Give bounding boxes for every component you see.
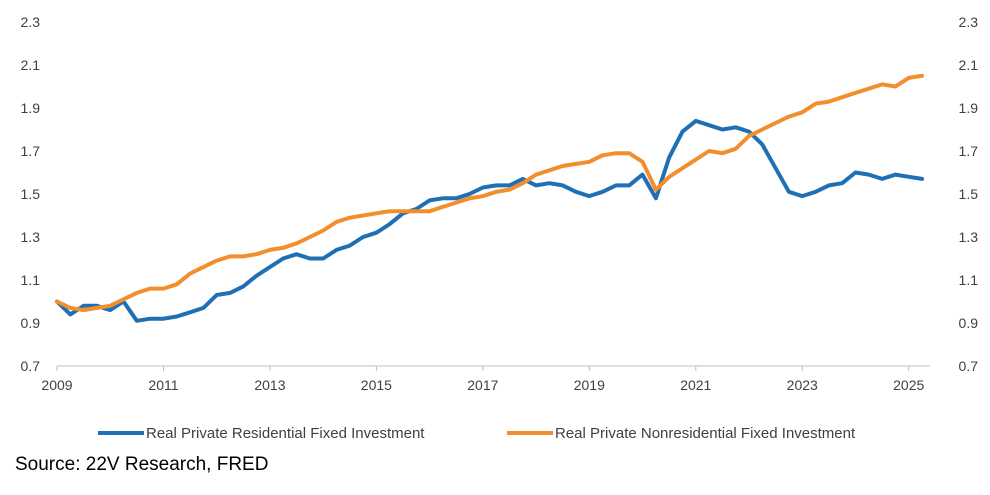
- x-tick-label: 2021: [680, 377, 711, 393]
- y-tick-label-right: 1.3: [959, 229, 979, 245]
- x-tick-label: 2011: [148, 377, 178, 393]
- x-tick-label: 2025: [893, 377, 924, 393]
- x-tick-label: 2009: [41, 377, 72, 393]
- y-tick-label-right: 0.7: [959, 358, 979, 374]
- y-tick-label-left: 1.5: [21, 186, 41, 202]
- y-tick-label-right: 2.1: [959, 57, 979, 73]
- source-note: Source: 22V Research, FRED: [15, 454, 269, 475]
- y-tick-label-right: 1.5: [959, 186, 979, 202]
- y-tick-label-right: 1.7: [959, 143, 979, 159]
- line-chart: 0.7 0.9 1.1 1.3 1.5 1.7 1.9 2.1 2.3 0.7 0.9 1.1 1.3…: [21, 14, 979, 442]
- y-tick-label-right: 2.3: [959, 14, 979, 30]
- x-axis: 2009 2011 2013 2015 2017 2019 2021 2023 2025: [41, 366, 924, 393]
- series-line-residential: [55, 118, 924, 323]
- x-tick-label: 2015: [361, 377, 392, 393]
- x-tick-label: 2013: [254, 377, 285, 393]
- y-tick-label-left: 1.9: [21, 100, 41, 116]
- y-tick-label-left: 1.1: [21, 272, 41, 288]
- x-tick-label: 2023: [787, 377, 818, 393]
- legend-label-nonresidential: Real Private Nonresidential Fixed Invest…: [555, 425, 856, 442]
- y-tick-label-left: 2.3: [21, 14, 41, 30]
- y-tick-label-right: 1.9: [959, 100, 979, 116]
- x-tick-label: 2017: [467, 377, 498, 393]
- series-lines: [55, 73, 924, 323]
- y-tick-label-left: 0.7: [21, 358, 41, 374]
- right-y-axis: 0.7 0.9 1.1 1.3 1.5 1.7 1.9 2.1 2.3: [959, 14, 979, 374]
- y-tick-label-left: 0.9: [21, 315, 41, 331]
- y-tick-label-left: 2.1: [21, 57, 41, 73]
- y-tick-label-right: 1.1: [959, 272, 979, 288]
- y-tick-label-left: 1.7: [21, 143, 41, 159]
- legend: Real Private Residential Fixed Investmen…: [98, 425, 856, 442]
- left-y-axis: 0.7 0.9 1.1 1.3 1.5 1.7 1.9 2.1 2.3: [21, 14, 41, 374]
- y-tick-label-right: 0.9: [959, 315, 979, 331]
- legend-label-residential: Real Private Residential Fixed Investmen…: [146, 425, 425, 442]
- series-line-nonresidential: [55, 73, 924, 313]
- x-tick-label: 2019: [574, 377, 605, 393]
- y-tick-label-left: 1.3: [21, 229, 41, 245]
